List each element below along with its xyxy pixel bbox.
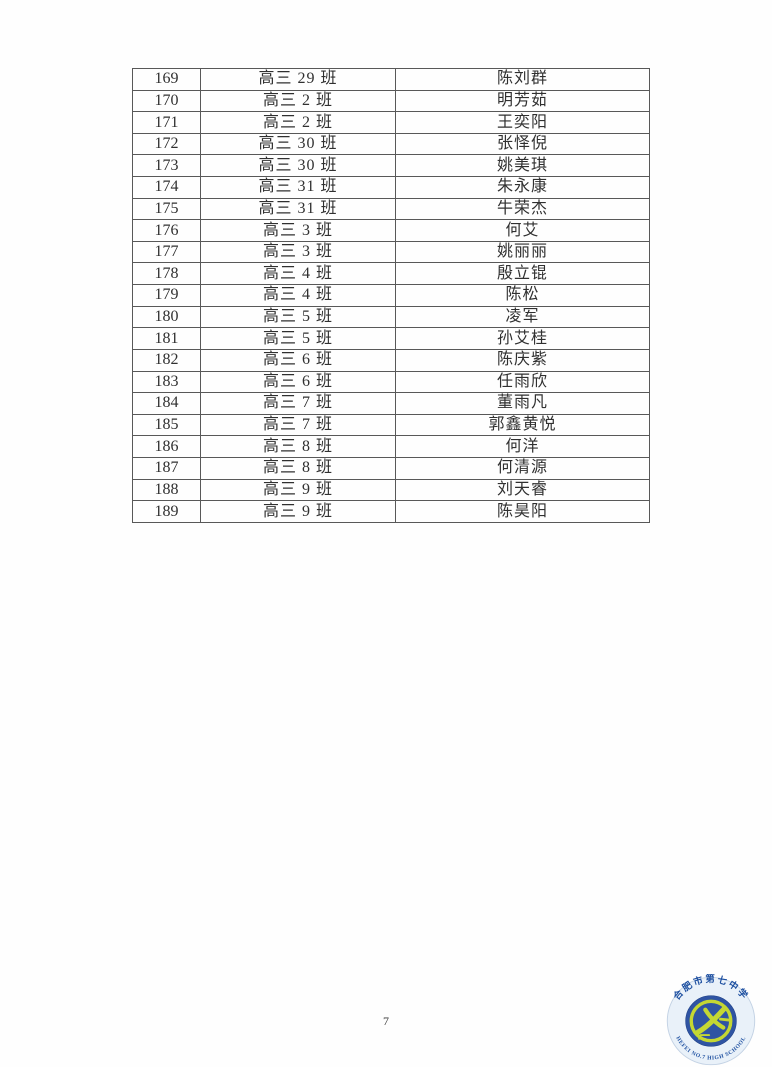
table-row: 187 高三 8 班何清源	[132, 456, 650, 480]
table-row: 182 高三 6 班陈庆紫	[132, 348, 650, 372]
cell-number: 173	[132, 154, 201, 178]
cell-name: 牛荣杰	[395, 197, 650, 221]
cell-name: 何清源	[395, 456, 650, 480]
cell-number: 175	[132, 197, 201, 221]
table-row: 189 高三 9 班陈昊阳	[132, 500, 650, 523]
cell-name: 何洋	[395, 435, 650, 458]
table-row: 186 高三 8 班何洋	[132, 435, 650, 458]
cell-number: 169	[132, 68, 201, 91]
table-row: 178 高三 4 班殷立锟	[132, 262, 650, 286]
table-row: 174 高三 31 班朱永康	[132, 176, 650, 199]
cell-class: 高三 31 班	[200, 176, 396, 199]
cell-number: 187	[132, 456, 201, 480]
cell-name: 张怿倪	[395, 132, 650, 156]
cell-number: 183	[132, 370, 201, 394]
cell-name: 凌军	[395, 305, 650, 329]
cell-number: 189	[132, 500, 201, 523]
cell-number: 174	[132, 176, 201, 199]
cell-class: 高三 6 班	[200, 348, 396, 372]
cell-number: 171	[132, 111, 201, 134]
table-row: 173 高三 30 班姚美琪	[132, 154, 650, 178]
cell-class: 高三 3 班	[200, 219, 396, 242]
cell-class: 高三 9 班	[200, 478, 396, 502]
cell-number: 178	[132, 262, 201, 286]
cell-number: 179	[132, 284, 201, 307]
cell-class: 高三 8 班	[200, 456, 396, 480]
cell-class: 高三 30 班	[200, 132, 396, 156]
page-number: 7	[383, 1014, 389, 1028]
cell-class: 高三 4 班	[200, 284, 396, 307]
cell-class: 高三 29 班	[200, 68, 396, 91]
cell-number: 176	[132, 219, 201, 242]
table-row: 188 高三 9 班刘天睿	[132, 478, 650, 502]
cell-name: 郭鑫黄悦	[395, 413, 650, 437]
table-row: 172 高三 30 班张怿倪	[132, 132, 650, 156]
cell-name: 刘天睿	[395, 478, 650, 502]
cell-name: 孙艾桂	[395, 327, 650, 350]
table-row: 170 高三 2 班明芳茹	[132, 89, 650, 113]
table-row: 185 高三 7 班郭鑫黄悦	[132, 413, 650, 437]
cell-class: 高三 31 班	[200, 197, 396, 221]
cell-number: 177	[132, 240, 201, 264]
cell-class: 高三 4 班	[200, 262, 396, 286]
cell-name: 陈刘群	[395, 68, 650, 91]
cell-class: 高三 2 班	[200, 89, 396, 113]
table-row: 181 高三 5 班孙艾桂	[132, 327, 650, 350]
cell-class: 高三 8 班	[200, 435, 396, 458]
cell-number: 170	[132, 89, 201, 113]
cell-number: 172	[132, 132, 201, 156]
cell-class: 高三 3 班	[200, 240, 396, 264]
cell-class: 高三 6 班	[200, 370, 396, 394]
cell-name: 姚美琪	[395, 154, 650, 178]
roster-table-body: 169 高三 29 班陈刘群 170 高三 2 班明芳茹 171 高三 2 班王奕阳 172…	[132, 68, 650, 523]
cell-name: 姚丽丽	[395, 240, 650, 264]
cell-name: 陈松	[395, 284, 650, 307]
cell-name: 明芳茹	[395, 89, 650, 113]
table-row: 176 高三 3 班何艾	[132, 219, 650, 242]
cell-number: 181	[132, 327, 201, 350]
cell-name: 任雨欣	[395, 370, 650, 394]
table-row: 184 高三 7 班董雨凡	[132, 392, 650, 415]
roster-table: 169 高三 29 班陈刘群 170 高三 2 班明芳茹 171 高三 2 班王奕阳 172…	[132, 68, 650, 523]
cell-number: 185	[132, 413, 201, 437]
cell-number: 188	[132, 478, 201, 502]
cell-name: 董雨凡	[395, 392, 650, 415]
table-row: 175 高三 31 班牛荣杰	[132, 197, 650, 221]
cell-number: 184	[132, 392, 201, 415]
table-row: 171 高三 2 班王奕阳	[132, 111, 650, 134]
table-row: 177 高三 3 班姚丽丽	[132, 240, 650, 264]
cell-class: 高三 9 班	[200, 500, 396, 523]
table-row: 179 高三 4 班陈松	[132, 284, 650, 307]
cell-name: 朱永康	[395, 176, 650, 199]
cell-name: 陈昊阳	[395, 500, 650, 523]
table-row: 169 高三 29 班陈刘群	[132, 68, 650, 91]
table-row: 180 高三 5 班凌军	[132, 305, 650, 329]
cell-number: 180	[132, 305, 201, 329]
cell-class: 高三 30 班	[200, 154, 396, 178]
logo-bird-icon	[695, 1006, 731, 1040]
cell-name: 何艾	[395, 219, 650, 242]
logo-emblem-ring	[689, 999, 733, 1043]
cell-class: 高三 7 班	[200, 413, 396, 437]
cell-class: 高三 7 班	[200, 392, 396, 415]
cell-class: 高三 2 班	[200, 111, 396, 134]
cell-name: 王奕阳	[395, 111, 650, 134]
cell-name: 陈庆紫	[395, 348, 650, 372]
cell-number: 182	[132, 348, 201, 372]
cell-number: 186	[132, 435, 201, 458]
cell-class: 高三 5 班	[200, 305, 396, 329]
cell-name: 殷立锟	[395, 262, 650, 286]
table-row: 183 高三 6 班任雨欣	[132, 370, 650, 394]
school-logo: 合肥市第七中学 HEFEI NO.7 HIGH SCHOOL	[666, 974, 756, 1066]
cell-class: 高三 5 班	[200, 327, 396, 350]
